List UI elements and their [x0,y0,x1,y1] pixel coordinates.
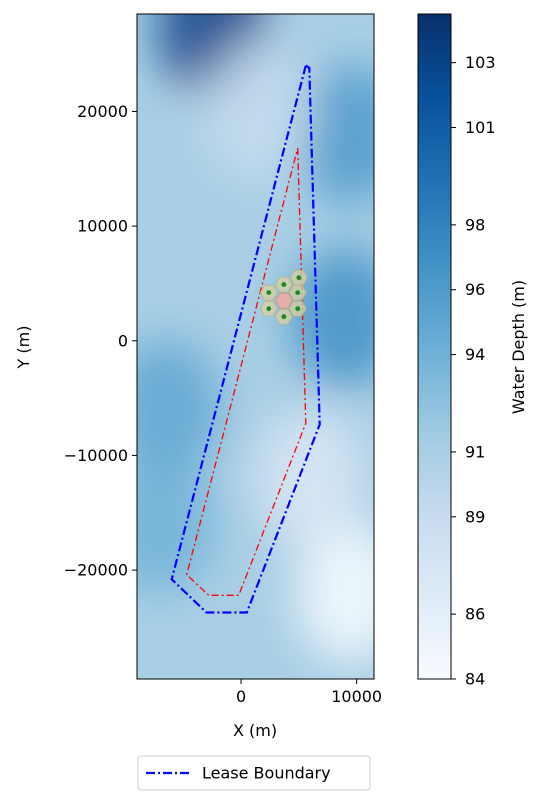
y-tick-label: 10000 [77,217,128,236]
turbine-point [266,290,272,296]
depth-feature-shallow [203,41,314,182]
y-axis: 20000 10000 0 −10000 −20000 [64,102,137,580]
colorbar-tick-label: 101 [465,118,496,137]
colorbar-tick-label: 86 [465,605,485,624]
y-axis-label: Y (m) [14,326,33,370]
colorbar: 84 86 89 91 94 96 98 101 103 Water Depth (m) [417,13,528,689]
turbine-point [295,290,301,296]
turbine-point [266,306,272,312]
depth-feature-deep [137,339,221,480]
colorbar-tick-label: 103 [465,53,496,72]
turbine-point [296,275,302,281]
turbine-layer [259,269,308,325]
turbine-point [281,314,287,320]
series-layer [170,64,321,614]
plot-area [136,13,375,680]
colorbar-label: Water Depth (m) [509,280,528,414]
substation-cell [274,292,293,309]
colorbar-tick-label: 91 [465,442,485,461]
depth-feature-deep [290,247,374,388]
colorbar-tick-label: 89 [465,507,485,526]
colorbar-tick-label: 98 [465,215,485,234]
depth-feature-shallow [295,523,374,663]
legend: Lease Boundary [137,755,371,791]
turbine-point [295,306,301,312]
depth-features [137,14,374,663]
x-axis: 0 10000 [236,679,382,706]
inner-boundary-line [185,147,307,596]
lease-boundary-line [170,64,321,614]
depth-feature-shallow [255,408,366,549]
legend-box [137,755,371,791]
y-tick-label: 0 [118,331,128,350]
x-tick-label: 0 [236,687,246,706]
plot-frame [136,13,375,680]
y-tick-label: −10000 [64,446,128,465]
y-tick-label: −20000 [64,561,128,580]
turbine-point [281,282,287,287]
depth-feature-deep [295,64,374,205]
colorbar-ticks: 84 86 89 91 94 96 98 101 103 [451,53,496,689]
colorbar-tick-label: 96 [465,280,485,299]
x-tick-label: 10000 [331,687,382,706]
colorbar-tick-label: 94 [465,345,485,364]
legend-label: Lease Boundary [202,764,331,783]
colorbar-gradient [417,13,452,680]
x-axis-label: X (m) [233,721,277,740]
colorbar-tick-label: 84 [465,670,485,689]
y-tick-label: 20000 [77,102,128,121]
